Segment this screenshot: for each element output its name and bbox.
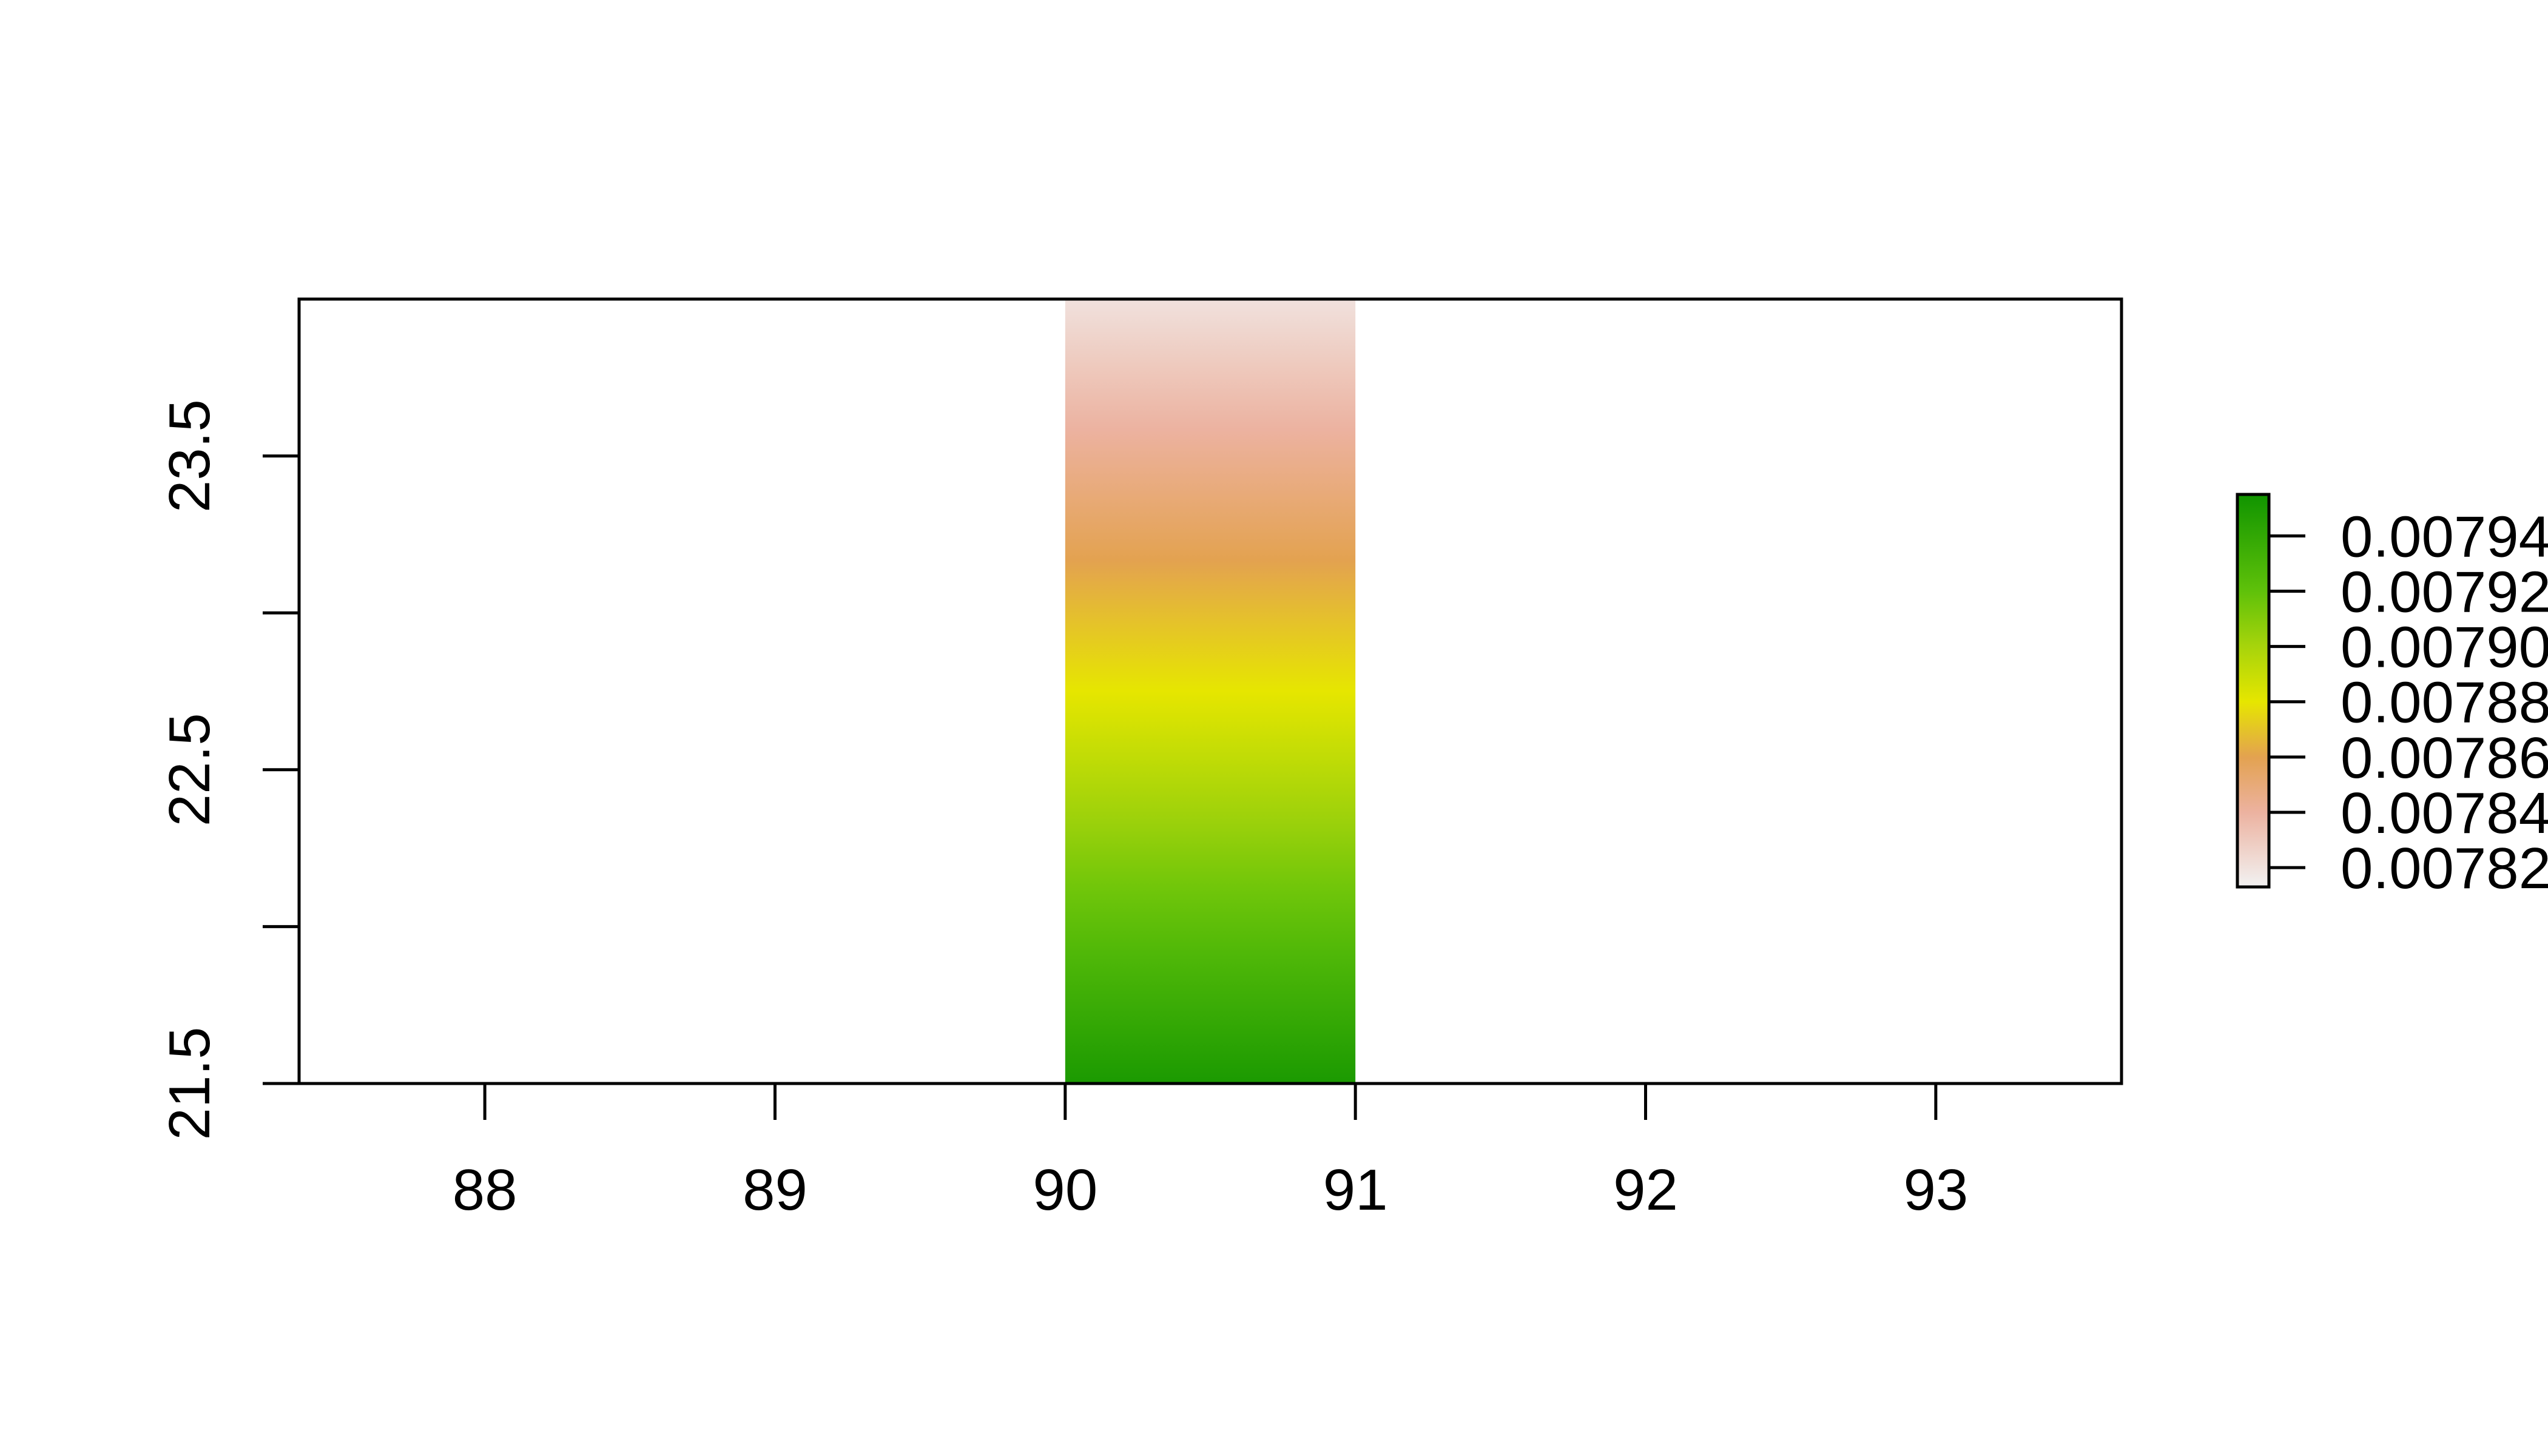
legend-tick-label: 0.00790 (2341, 615, 2548, 680)
x-tick-label: 90 (1033, 1158, 1097, 1222)
legend-colorbar (2236, 493, 2271, 889)
y-tick-label: 23.5 (157, 399, 222, 513)
x-tick-label: 89 (743, 1158, 807, 1222)
legend-tick-label: 0.00786 (2341, 726, 2548, 790)
x-tick-label: 93 (1903, 1158, 1968, 1222)
x-tick-label: 88 (453, 1158, 517, 1222)
y-tick-label: 22.5 (157, 713, 222, 826)
plot-frame (297, 297, 2123, 1085)
y-axis: 21.5 22.5 23.5 (157, 399, 299, 1140)
legend-tick-label: 0.00784 (2341, 781, 2548, 846)
legend-tick-label: 0.00792 (2341, 559, 2548, 624)
legend-tick-label: 0.00794 (2341, 504, 2548, 569)
legend-tick-label: 0.00782 (2341, 836, 2548, 901)
x-axis: 88 89 90 91 92 93 (453, 1084, 1968, 1222)
legend-tick-label: 0.00788 (2341, 670, 2548, 735)
x-tick-label: 92 (1613, 1158, 1678, 1222)
y-tick-label: 21.5 (157, 1027, 222, 1141)
x-tick-label: 91 (1323, 1158, 1388, 1222)
plot-area (297, 297, 2123, 1085)
raster-cell (1065, 299, 1356, 1084)
color-legend: 0.007820.007840.007860.007880.007900.007… (2236, 493, 2548, 901)
